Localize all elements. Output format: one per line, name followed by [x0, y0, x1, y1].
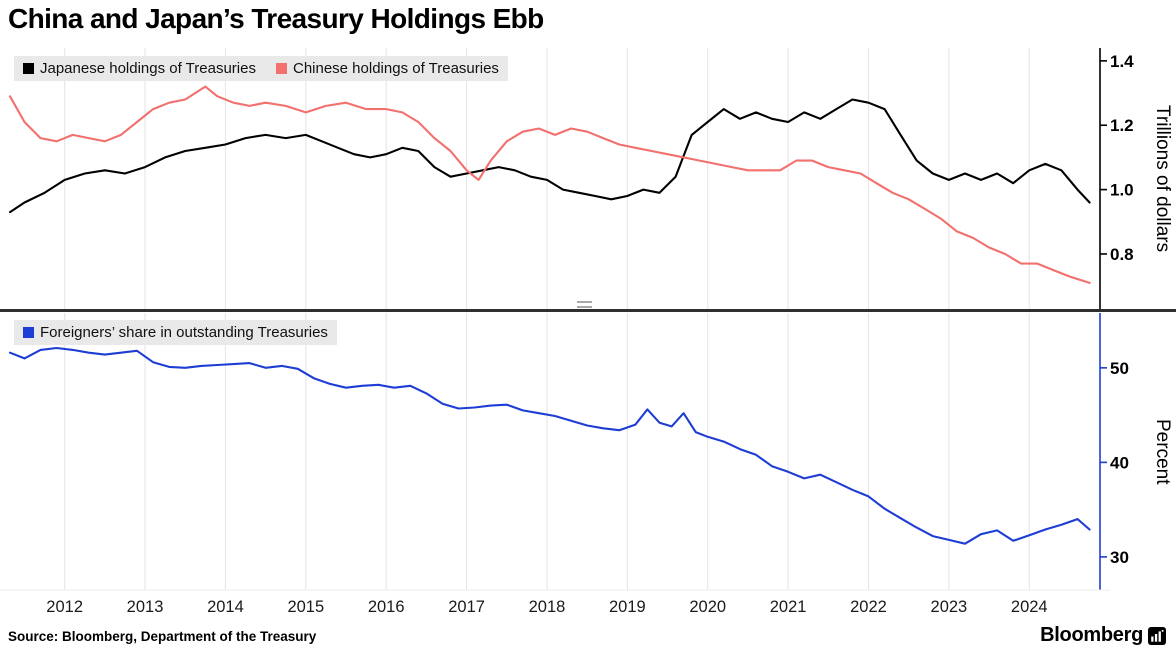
x-tick-label-2015: 2015 — [287, 598, 324, 616]
x-tick-label-2016: 2016 — [368, 598, 405, 616]
x-tick-label-2020: 2020 — [689, 598, 726, 616]
bloomberg-logo: Bloomberg — [1040, 624, 1166, 647]
y-tick-label-bottom: 30 — [1110, 548, 1129, 567]
x-tick-label-2017: 2017 — [448, 598, 485, 616]
bloomberg-terminal-icon — [1148, 626, 1166, 645]
legend-item-foreign-share: Foreigners’ share in outstanding Treasur… — [23, 324, 328, 341]
x-tick-label-2019: 2019 — [609, 598, 646, 616]
x-tick-label-2013: 2013 — [127, 598, 164, 616]
y-axis-title-top: Trillions of dollars — [1152, 104, 1173, 253]
series-line-chinese-holdings-of-treasuries — [8, 85, 1091, 284]
x-tick-label-2024: 2024 — [1011, 598, 1048, 616]
y-tick-label-top: 1.2 — [1110, 116, 1134, 135]
x-tick-label-2021: 2021 — [770, 598, 807, 616]
series-line-foreigners-share-in-outstanding-treasuries — [8, 346, 1091, 545]
y-tick-label-top: 1.4 — [1110, 52, 1134, 71]
panel-divider — [0, 309, 1176, 312]
bloomberg-wordmark: Bloomberg — [1040, 624, 1143, 646]
legend-label-china: Chinese holdings of Treasuries — [292, 60, 499, 77]
y-tick-label-top: 1.0 — [1110, 181, 1134, 200]
chart-canvas: 0.8 1.0 1.2 1.4 30 40 50 2012 2013 2014 2015 2016 20… — [0, 48, 1176, 616]
legend-bottom: Foreigners’ share in outstanding Treasur… — [14, 320, 337, 345]
x-tick-label-2023: 2023 — [931, 598, 968, 616]
legend-label-japan: Japanese holdings of Treasuries — [40, 60, 256, 77]
china-series-swatch — [275, 63, 287, 74]
x-tick-label-2022: 2022 — [850, 598, 887, 616]
foreign-share-series-swatch — [23, 327, 34, 338]
japan-series-swatch — [23, 63, 34, 74]
source-text: Source: Bloomberg, Department of the Tre… — [8, 629, 317, 644]
chart-title: China and Japan’s Treasury Holdings Ebb — [8, 3, 544, 34]
panel-divider-grip[interactable] — [577, 301, 592, 308]
x-tick-label-2012: 2012 — [46, 598, 83, 616]
legend-label-foreign-share: Foreigners’ share in outstanding Treasur… — [40, 324, 328, 341]
y-tick-label-bottom: 40 — [1110, 453, 1129, 472]
x-tick-label-2014: 2014 — [207, 598, 244, 616]
x-tick-label-2018: 2018 — [529, 598, 566, 616]
y-axis-title-bottom: Percent — [1152, 418, 1173, 485]
y-tick-label-bottom: 50 — [1110, 359, 1129, 378]
legend-item-japan: Japanese holdings of Treasuries — [23, 60, 256, 77]
series-line-japanese-holdings-of-treasuries — [8, 98, 1091, 214]
y-tick-label-top: 0.8 — [1110, 245, 1134, 264]
legend-top: Japanese holdings of Treasuries Chinese … — [14, 56, 508, 81]
legend-item-china: Chinese holdings of Treasuries — [275, 60, 499, 77]
